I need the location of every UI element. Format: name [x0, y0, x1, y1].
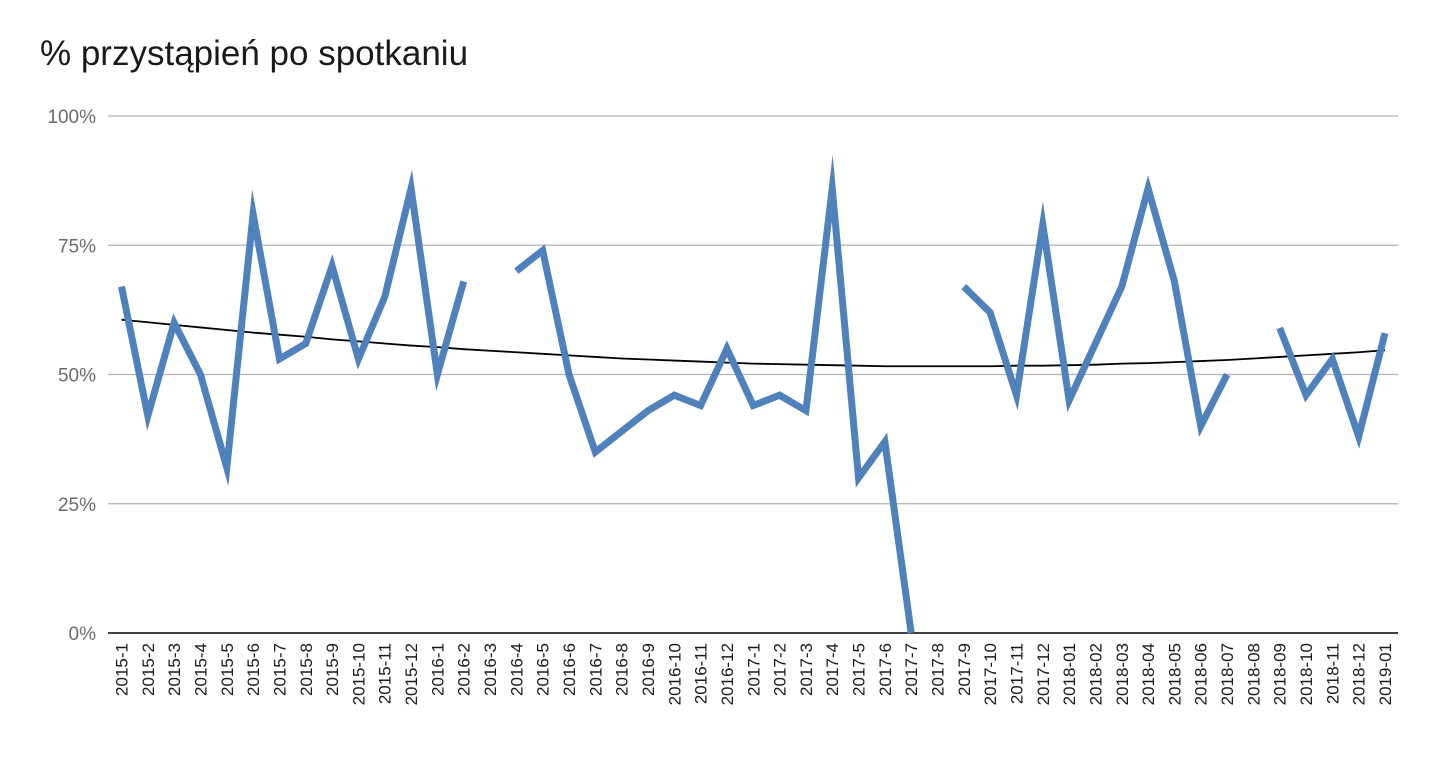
x-tick-label: 2015-3	[165, 643, 184, 696]
x-tick-label: 2015-5	[218, 643, 237, 696]
y-axis-ticks: 0% 25% 50% 75% 100%	[47, 107, 96, 645]
y-tick-label: 50%	[58, 366, 96, 387]
x-tick-label: 2017-8	[929, 643, 948, 696]
series-line-segment	[118, 169, 468, 487]
x-tick-label: 2016-4	[507, 643, 526, 696]
x-tick-label: 2018-07	[1218, 643, 1237, 705]
x-tick-label: 2018-12	[1350, 643, 1369, 705]
x-tick-label: 2018-10	[1297, 643, 1316, 705]
series-line-segment	[1276, 326, 1389, 449]
x-tick-label: 2016-10	[665, 643, 684, 705]
x-tick-label: 2019-01	[1376, 643, 1395, 705]
x-tick-label: 2017-7	[902, 643, 921, 696]
x-tick-label: 2015-2	[139, 643, 158, 696]
y-tick-label: 0%	[69, 624, 97, 645]
series-line-segment	[961, 175, 1231, 438]
x-tick-label: 2017-6	[876, 643, 895, 696]
x-tick-label: 2017-12	[1034, 643, 1053, 705]
x-tick-label: 2017-1	[744, 643, 763, 696]
series-line-segment	[514, 154, 915, 634]
x-tick-label: 2017-11	[1007, 643, 1026, 704]
x-tick-label: 2016-1	[428, 643, 447, 696]
x-tick-label: 2018-08	[1244, 643, 1263, 705]
x-tick-label: 2018-11	[1323, 643, 1342, 704]
x-tick-label: 2015-10	[349, 643, 368, 705]
x-tick-label: 2017-2	[771, 643, 790, 696]
gridlines	[108, 115, 1398, 634]
x-tick-label: 2018-04	[1139, 643, 1158, 705]
x-tick-label: 2015-9	[323, 643, 342, 696]
x-tick-label: 2015-8	[297, 643, 316, 696]
x-tick-label: 2016-9	[639, 643, 658, 696]
x-tick-label: 2016-12	[718, 643, 737, 705]
chart-title: % przystąpień po spotkaniu	[40, 34, 469, 73]
x-tick-label: 2017-5	[850, 643, 869, 696]
x-tick-label: 2016-8	[613, 643, 632, 696]
trendline-layer	[121, 318, 1386, 368]
x-tick-label: 2018-01	[1060, 643, 1079, 705]
x-tick-label: 2016-5	[534, 643, 553, 696]
x-tick-label: 2018-03	[1113, 643, 1132, 705]
x-tick-label: 2017-4	[823, 643, 842, 696]
x-tick-label: 2016-3	[481, 643, 500, 696]
x-tick-label: 2016-2	[455, 643, 474, 696]
x-tick-label: 2018-09	[1271, 643, 1290, 705]
x-axis-ticks: 2015-1 2015-2 2015-3 2015-4 2015-5 2015-6 2015…	[113, 643, 1396, 705]
x-tick-label: 2016-11	[692, 643, 711, 704]
x-tick-label: 2015-1	[113, 643, 132, 696]
y-tick-label: 100%	[47, 107, 96, 128]
x-tick-label: 2016-6	[560, 643, 579, 696]
x-tick-label: 2015-4	[191, 643, 210, 696]
x-tick-label: 2018-02	[1086, 643, 1105, 705]
x-tick-label: 2018-05	[1165, 643, 1184, 705]
x-tick-label: 2018-06	[1192, 643, 1211, 705]
x-tick-label: 2017-9	[955, 643, 974, 696]
x-tick-label: 2017-3	[797, 643, 816, 696]
x-tick-label: 2015-12	[402, 643, 421, 705]
x-tick-label: 2016-7	[586, 643, 605, 696]
series-layer	[118, 154, 1389, 634]
trendline	[121, 318, 1386, 368]
y-tick-label: 25%	[58, 495, 96, 516]
x-tick-label: 2015-11	[376, 643, 395, 704]
x-tick-label: 2017-10	[981, 643, 1000, 705]
y-tick-label: 75%	[58, 236, 96, 257]
x-tick-label: 2015-6	[244, 643, 263, 696]
x-tick-label: 2015-7	[270, 643, 289, 696]
